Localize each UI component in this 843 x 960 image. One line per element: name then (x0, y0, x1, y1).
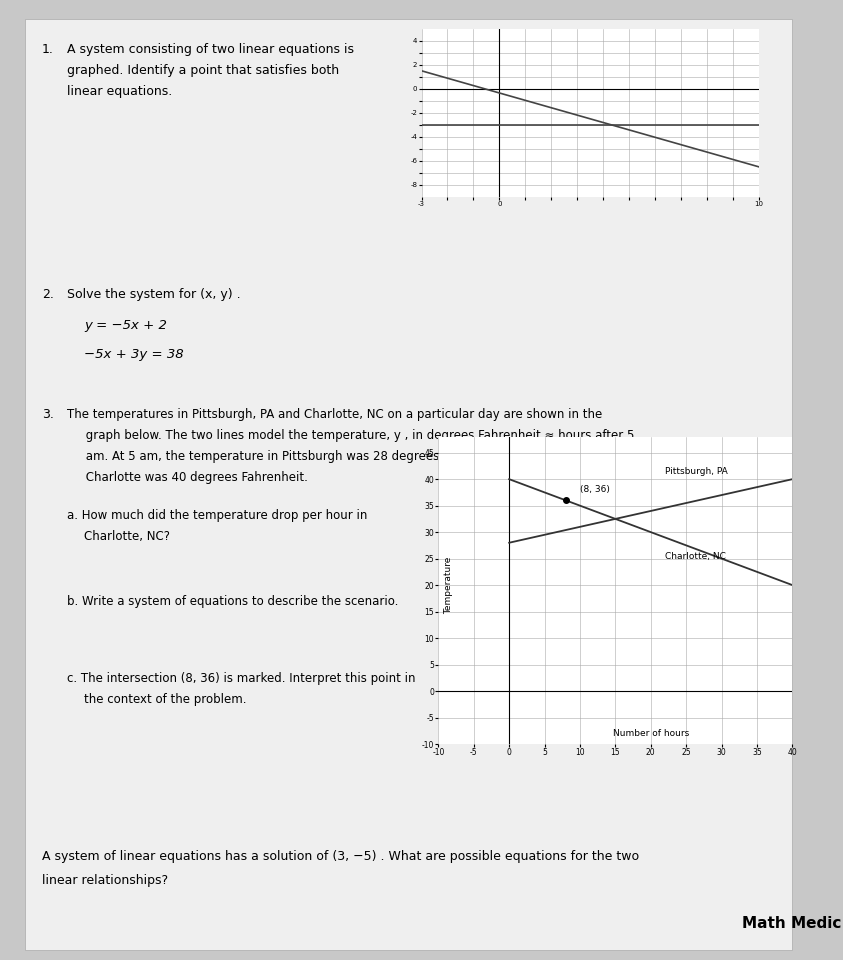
Text: linear equations.: linear equations. (67, 85, 173, 99)
Text: graphed. Identify a point that satisfies both: graphed. Identify a point that satisfies… (67, 64, 340, 78)
Text: Number of hours: Number of hours (613, 729, 689, 738)
Text: The temperatures in Pittsburgh, PA and Charlotte, NC on a particular day are sho: The temperatures in Pittsburgh, PA and C… (67, 408, 603, 421)
Text: graph below. The two lines model the temperature, y , in degrees Fahrenheit ≈ ho: graph below. The two lines model the tem… (67, 429, 635, 443)
Text: (8, 36): (8, 36) (580, 486, 609, 494)
Text: c. The intersection (8, 36) is marked. Interpret this point in: c. The intersection (8, 36) is marked. I… (67, 672, 416, 685)
Text: a. How much did the temperature drop per hour in: a. How much did the temperature drop per… (67, 509, 368, 522)
Text: Solve the system for (x, y) .: Solve the system for (x, y) . (67, 288, 241, 301)
Text: A system consisting of two linear equations is: A system consisting of two linear equati… (67, 43, 354, 57)
Text: b. Write a system of equations to describe the scenario.: b. Write a system of equations to descri… (67, 595, 399, 609)
Text: −5x + 3y = 38: −5x + 3y = 38 (84, 348, 184, 361)
Text: Pittsburgh, PA: Pittsburgh, PA (665, 467, 728, 476)
Text: linear relationships?: linear relationships? (42, 874, 169, 887)
Text: Charlotte was 40 degrees Fahrenheit.: Charlotte was 40 degrees Fahrenheit. (67, 471, 309, 485)
Text: 1.: 1. (42, 43, 54, 57)
Text: Charlotte, NC?: Charlotte, NC? (84, 530, 170, 543)
Text: am. At 5 am, the temperature in Pittsburgh was 28 degrees Fahrenheit and the tem: am. At 5 am, the temperature in Pittsbur… (67, 450, 648, 464)
Text: 2.: 2. (42, 288, 54, 301)
Text: Temperature: Temperature (444, 557, 454, 613)
Text: A system of linear equations has a solution of (3, −5) . What are possible equat: A system of linear equations has a solut… (42, 850, 639, 863)
Text: y = −5x + 2: y = −5x + 2 (84, 319, 167, 332)
Text: 3.: 3. (42, 408, 54, 421)
Text: the context of the problem.: the context of the problem. (84, 693, 247, 707)
Text: Math Medic: Math Medic (742, 916, 841, 931)
Text: Charlotte, NC: Charlotte, NC (665, 552, 726, 561)
